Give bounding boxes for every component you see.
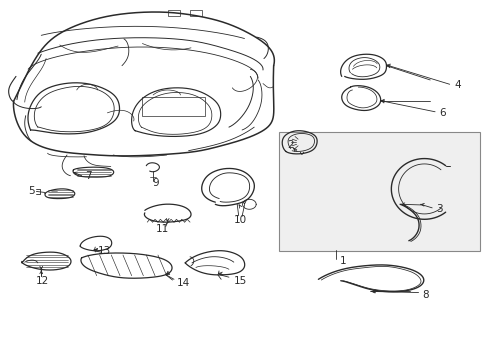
Bar: [190, 10, 201, 17]
Text: —: —: [50, 188, 57, 194]
Text: 4: 4: [454, 80, 460, 90]
Text: 12: 12: [36, 276, 49, 286]
Text: 10: 10: [234, 215, 246, 225]
Bar: [168, 10, 180, 17]
Text: 3: 3: [436, 204, 442, 214]
Text: 15: 15: [233, 276, 247, 286]
Text: 1: 1: [339, 256, 345, 266]
Bar: [278, 132, 479, 251]
Text: 14: 14: [176, 278, 189, 288]
Text: 8: 8: [421, 290, 427, 300]
Bar: [142, 97, 204, 116]
Text: 11: 11: [156, 224, 169, 234]
Text: 6: 6: [438, 108, 445, 118]
Text: 9: 9: [152, 178, 159, 188]
Text: 2: 2: [287, 140, 293, 150]
Text: 13: 13: [98, 246, 111, 256]
Text: 5: 5: [28, 186, 34, 197]
Text: 7: 7: [85, 171, 91, 181]
